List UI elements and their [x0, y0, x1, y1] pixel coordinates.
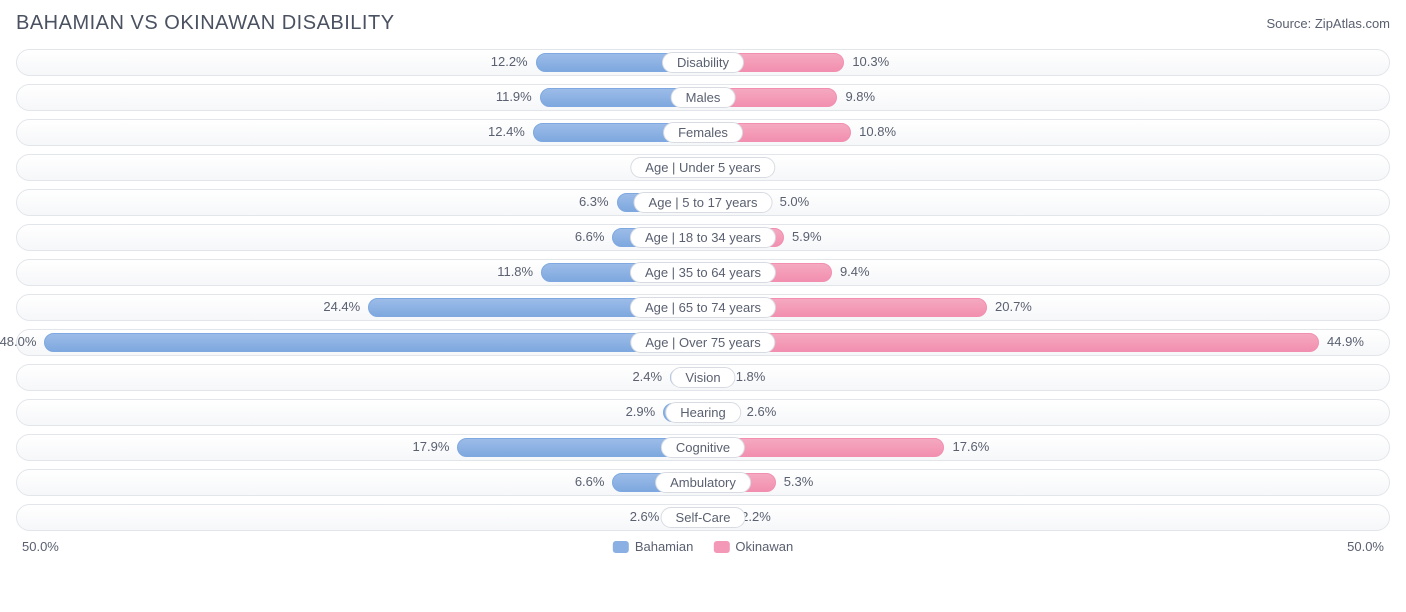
- chart-row: 11.8% 9.4% Age | 35 to 64 years: [16, 259, 1390, 286]
- category-label: Age | Over 75 years: [630, 332, 775, 353]
- category-label: Age | 35 to 64 years: [630, 262, 776, 283]
- value-right: 20.7%: [995, 299, 1032, 314]
- chart-title: BAHAMIAN VS OKINAWAN DISABILITY: [16, 12, 395, 35]
- legend: Bahamian Okinawan: [613, 539, 793, 554]
- value-right: 1.8%: [736, 369, 766, 384]
- chart-row: 12.4% 10.8% Females: [16, 119, 1390, 146]
- value-right: 10.3%: [852, 54, 889, 69]
- chart-row: 11.9% 9.8% Males: [16, 84, 1390, 111]
- value-right: 9.8%: [845, 89, 875, 104]
- category-label: Cognitive: [661, 437, 745, 458]
- chart-row: 6.3% 5.0% Age | 5 to 17 years: [16, 189, 1390, 216]
- category-label: Hearing: [665, 402, 741, 423]
- source-attribution: Source: ZipAtlas.com: [1266, 16, 1390, 31]
- value-left: 6.3%: [579, 194, 609, 209]
- value-left: 17.9%: [413, 439, 450, 454]
- value-right: 44.9%: [1327, 334, 1364, 349]
- value-right: 5.9%: [792, 229, 822, 244]
- chart-row: 2.9% 2.6% Hearing: [16, 399, 1390, 426]
- chart-row: 2.6% 2.2%Self-Care: [16, 504, 1390, 531]
- value-left: 48.0%: [0, 334, 36, 349]
- legend-label-left: Bahamian: [635, 539, 694, 554]
- value-right: 2.2%: [741, 509, 771, 524]
- chart-footer: 50.0% Bahamian Okinawan 50.0%: [16, 539, 1390, 561]
- category-label: Ambulatory: [655, 472, 751, 493]
- category-label: Self-Care: [661, 507, 746, 528]
- axis-max-right: 50.0%: [1347, 539, 1384, 554]
- category-label: Age | Under 5 years: [630, 157, 775, 178]
- value-left: 2.9%: [626, 404, 656, 419]
- chart-row: 24.4% 20.7% Age | 65 to 74 years: [16, 294, 1390, 321]
- category-label: Females: [663, 122, 743, 143]
- value-right: 5.3%: [784, 474, 814, 489]
- value-left: 12.2%: [491, 54, 528, 69]
- value-left: 6.6%: [575, 229, 605, 244]
- bar-right: [703, 333, 1319, 352]
- legend-swatch-right: [713, 541, 729, 553]
- chart-row: 1.3%1.1%Age | Under 5 years: [16, 154, 1390, 181]
- legend-item-left: Bahamian: [613, 539, 694, 554]
- chart-row: 12.2% 10.3% Disability: [16, 49, 1390, 76]
- value-left: 2.6%: [630, 509, 660, 524]
- value-left: 11.8%: [497, 264, 533, 279]
- value-left: 2.4%: [632, 369, 662, 384]
- legend-item-right: Okinawan: [713, 539, 793, 554]
- category-label: Disability: [662, 52, 744, 73]
- value-left: 11.9%: [496, 89, 532, 104]
- chart-row: 6.6% 5.9% Age | 18 to 34 years: [16, 224, 1390, 251]
- value-left: 24.4%: [323, 299, 360, 314]
- value-left: 12.4%: [488, 124, 525, 139]
- value-left: 6.6%: [575, 474, 605, 489]
- category-label: Males: [671, 87, 736, 108]
- category-label: Vision: [670, 367, 735, 388]
- value-right: 10.8%: [859, 124, 896, 139]
- chart-row: 6.6% 5.3% Ambulatory: [16, 469, 1390, 496]
- chart-row: 17.9% 17.6% Cognitive: [16, 434, 1390, 461]
- chart-row: 2.4% 1.8%Vision: [16, 364, 1390, 391]
- legend-label-right: Okinawan: [735, 539, 793, 554]
- value-right: 5.0%: [780, 194, 810, 209]
- category-label: Age | 65 to 74 years: [630, 297, 776, 318]
- bar-left: [44, 333, 703, 352]
- header: BAHAMIAN VS OKINAWAN DISABILITY Source: …: [16, 12, 1390, 35]
- axis-max-left: 50.0%: [22, 539, 59, 554]
- category-label: Age | 18 to 34 years: [630, 227, 776, 248]
- value-right: 17.6%: [952, 439, 989, 454]
- chart-area: 12.2%10.3%Disability11.9%9.8%Males12.4%1…: [16, 49, 1390, 531]
- value-right: 9.4%: [840, 264, 870, 279]
- legend-swatch-left: [613, 541, 629, 553]
- value-right: 2.6%: [747, 404, 777, 419]
- category-label: Age | 5 to 17 years: [634, 192, 773, 213]
- chart-row: 48.0%44.9%Age | Over 75 years: [16, 329, 1390, 356]
